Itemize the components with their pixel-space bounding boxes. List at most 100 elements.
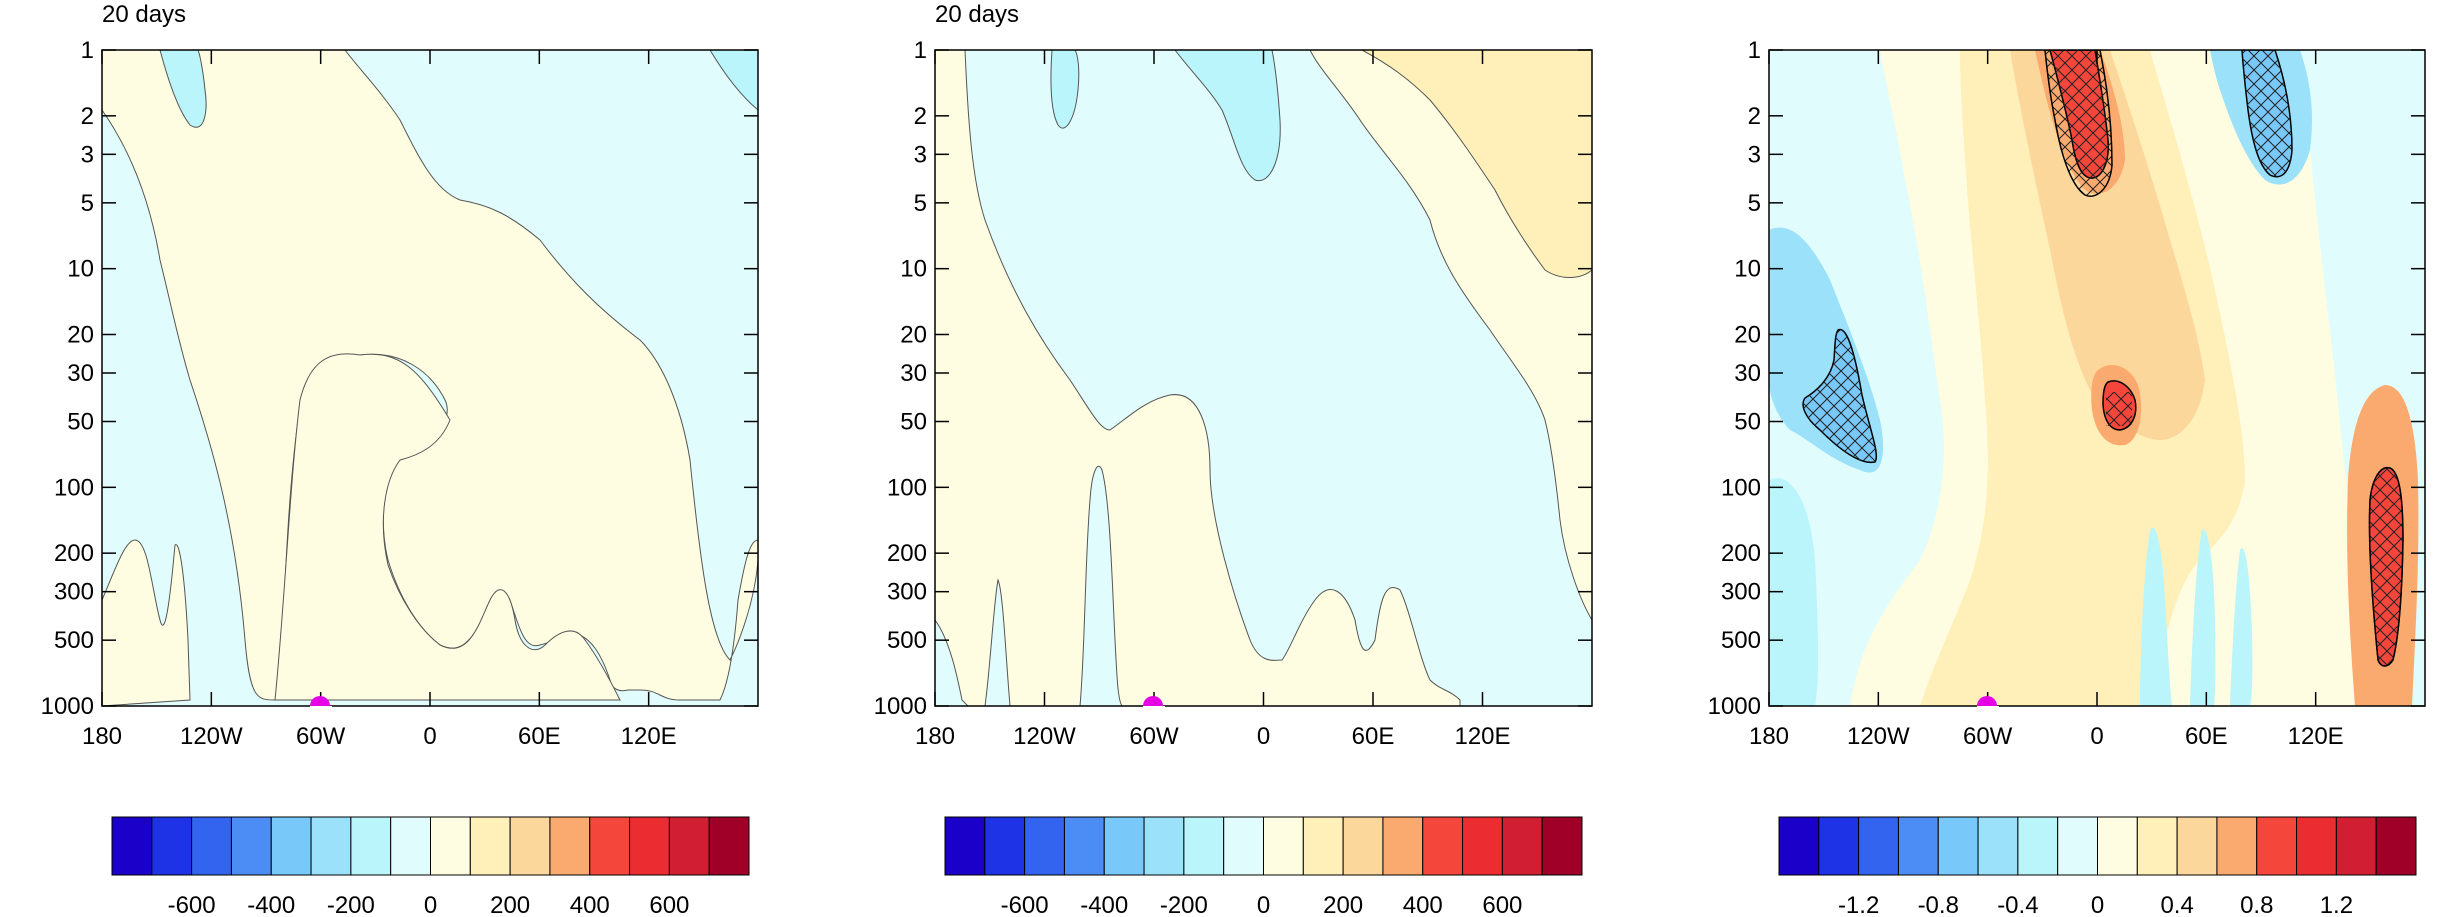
y-tick-label: 30 bbox=[1734, 360, 1761, 387]
x-tick-label: 60E bbox=[518, 723, 561, 750]
y-tick-label: 30 bbox=[900, 360, 927, 387]
colorbar-swatch bbox=[1302, 816, 1344, 876]
y-tick-label: 20 bbox=[1734, 321, 1761, 348]
colorbar-label: -200 bbox=[1160, 892, 1208, 917]
y-tick-label: 1 bbox=[81, 37, 94, 64]
colorbar-label: 0 bbox=[424, 892, 437, 917]
y-tick-label: 100 bbox=[1721, 474, 1761, 501]
y-tick-label: 3 bbox=[914, 141, 927, 168]
x-tick-label: 60E bbox=[1352, 723, 1395, 750]
x-tick-label: 180 bbox=[915, 723, 955, 750]
x-tick-label: 60W bbox=[1963, 723, 2013, 750]
y-tick-label: 1000 bbox=[874, 693, 927, 720]
x-tick-label: 180 bbox=[1749, 723, 1789, 750]
colorbar-swatch bbox=[1858, 816, 1899, 876]
colorbar-swatch bbox=[2176, 816, 2218, 876]
colorbar-swatch bbox=[708, 816, 750, 876]
colorbar-label: -600 bbox=[1001, 892, 1049, 917]
panel-2-yellow-left bbox=[935, 50, 1461, 706]
panel-1-title: 20 days bbox=[102, 1, 186, 28]
colorbar-label: 0.8 bbox=[2240, 892, 2273, 917]
colorbar-label: -0.8 bbox=[1918, 892, 1959, 917]
colorbar-label: -0.4 bbox=[1997, 892, 2038, 917]
panel-3-warm-band-2 bbox=[1920, 50, 2245, 706]
colorbar-swatch bbox=[2097, 816, 2138, 876]
panel-1-negative-region bbox=[102, 50, 758, 706]
colorbar-swatch bbox=[668, 816, 710, 876]
y-tick-label: 100 bbox=[887, 474, 927, 501]
y-tick-label: 1000 bbox=[41, 693, 94, 720]
y-tick-label: 5 bbox=[1748, 190, 1761, 217]
colorbar-swatch bbox=[984, 816, 1026, 876]
colorbar-label: 600 bbox=[649, 892, 689, 917]
x-tick-label: 120W bbox=[1847, 723, 1910, 750]
colorbar-label: 1.2 bbox=[2320, 892, 2353, 917]
panel-1-colorbar: -600 -400 -200 0 200 400 600 bbox=[111, 816, 750, 917]
y-tick-label: 100 bbox=[54, 474, 94, 501]
colorbar-swatch bbox=[191, 816, 232, 876]
colorbar-swatch bbox=[1937, 816, 1979, 876]
x-tick-label: 180 bbox=[82, 723, 122, 750]
y-tick-label: 30 bbox=[67, 360, 94, 387]
panel-2-axes: 1 2 3 5 10 20 30 50 100 200 300 500 1000 180 120W 60W 0 6… bbox=[874, 37, 1592, 750]
colorbar-label: 200 bbox=[490, 892, 530, 917]
colorbar-label: 200 bbox=[1323, 892, 1363, 917]
x-tick-label: 60W bbox=[1129, 723, 1179, 750]
panel-3-blue-columns bbox=[2140, 527, 2253, 706]
panel-2-cyan-left-edge bbox=[935, 619, 969, 706]
colorbar-label: -200 bbox=[327, 892, 375, 917]
colorbar-swatch bbox=[1462, 816, 1503, 876]
colorbar-label: -600 bbox=[168, 892, 216, 917]
colorbar-label: -400 bbox=[1080, 892, 1128, 917]
colorbar-swatch bbox=[1977, 816, 2019, 876]
colorbar-swatch bbox=[1342, 816, 1384, 876]
colorbar-swatch bbox=[2296, 816, 2337, 876]
colorbar-swatch bbox=[2256, 816, 2298, 876]
panel-3-red-right-hatch bbox=[2368, 467, 2404, 667]
colorbar-swatch bbox=[270, 816, 312, 876]
panel-1-axes: 1 2 3 5 10 20 30 50 100 200 300 500 1000 180 120W 60W 0 6… bbox=[41, 37, 758, 750]
y-tick-label: 300 bbox=[1721, 579, 1761, 606]
colorbar-swatch bbox=[1103, 816, 1145, 876]
colorbar-swatch bbox=[2136, 816, 2178, 876]
colorbar-swatch bbox=[1024, 816, 1065, 876]
colorbar-swatch bbox=[944, 816, 986, 876]
panel-2-orange-patch bbox=[1361, 50, 1592, 278]
colorbar-swatch bbox=[1183, 816, 1225, 876]
y-tick-label: 20 bbox=[67, 321, 94, 348]
panel-3-red-top-hatch bbox=[2044, 50, 2113, 197]
panel-2-cyan-patch-a bbox=[1050, 50, 1080, 129]
colorbar-swatch bbox=[1263, 816, 1304, 876]
colorbar-swatch bbox=[1778, 816, 1820, 876]
panel-3-axes: 1 2 3 5 10 20 30 50 100 200 300 500 1000 180 120W 60W 0 6… bbox=[1708, 37, 2425, 750]
panel-3-warm-band-3 bbox=[2010, 50, 2205, 440]
y-tick-label: 20 bbox=[900, 321, 927, 348]
y-tick-label: 500 bbox=[887, 627, 927, 654]
y-tick-label: 2 bbox=[81, 103, 94, 130]
colorbar-swatch bbox=[310, 816, 352, 876]
colorbar-swatch bbox=[549, 816, 591, 876]
colorbar-swatch bbox=[1501, 816, 1543, 876]
colorbar-swatch bbox=[2375, 816, 2417, 876]
y-tick-label: 10 bbox=[900, 256, 927, 283]
colorbar-swatch bbox=[629, 816, 670, 876]
colorbar-label: 400 bbox=[570, 892, 610, 917]
colorbar-label: -1.2 bbox=[1838, 892, 1879, 917]
y-tick-label: 10 bbox=[67, 256, 94, 283]
panel-3-blue-lower-left bbox=[1769, 478, 1819, 706]
x-tick-label: 60W bbox=[296, 723, 346, 750]
colorbar-swatch bbox=[1143, 816, 1185, 876]
x-tick-label: 0 bbox=[2090, 723, 2103, 750]
panel-1-yellow-lower-left bbox=[102, 539, 191, 706]
colorbar-label: -400 bbox=[247, 892, 295, 917]
panel-2-field bbox=[935, 50, 1592, 706]
panel-3-blue-left-hatch bbox=[1803, 329, 1877, 463]
panel-2-cyan-left-spike bbox=[984, 578, 1011, 706]
y-tick-label: 50 bbox=[900, 409, 927, 436]
y-tick-label: 200 bbox=[1721, 540, 1761, 567]
x-tick-label: 120E bbox=[1454, 723, 1510, 750]
colorbar-swatch bbox=[430, 816, 471, 876]
